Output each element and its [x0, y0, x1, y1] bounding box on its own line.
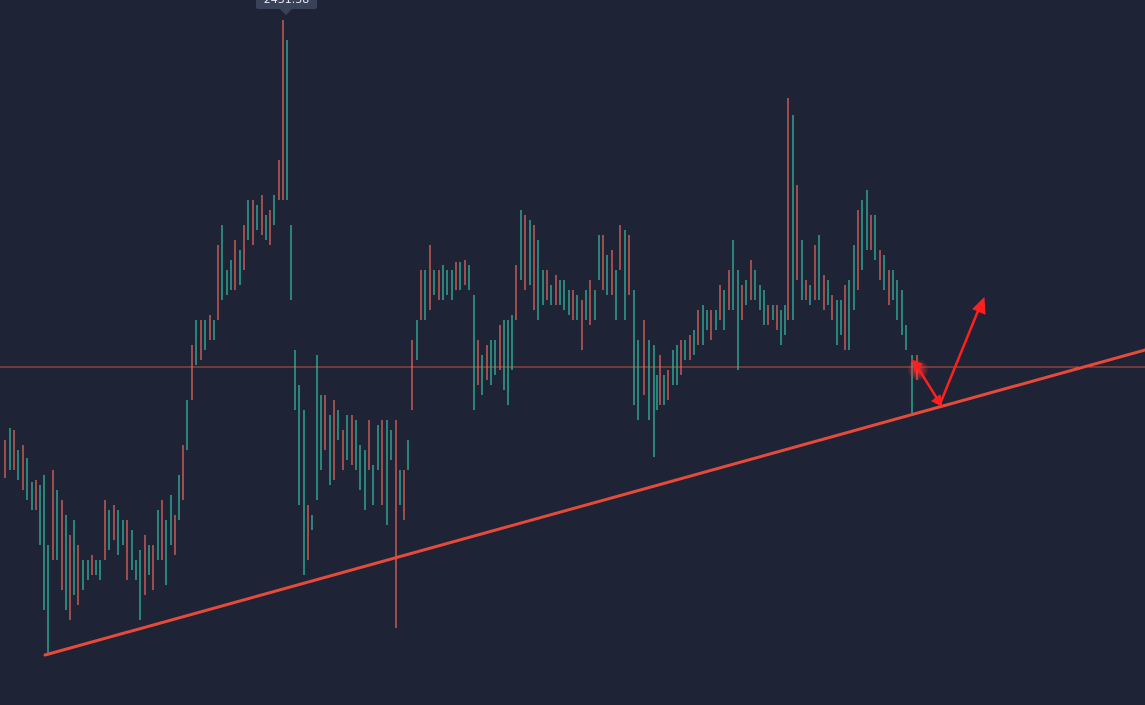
- price-label-pointer: [280, 9, 292, 15]
- trend-line: [43, 348, 1145, 657]
- price-label-text: 2431.38: [264, 0, 310, 6]
- candle-wicks-down: [4, 20, 918, 628]
- candle-wicks-up: [9, 40, 913, 655]
- price-label: 2431.38: [256, 0, 317, 15]
- projection-arrows: [911, 296, 986, 407]
- price-label-box: [256, 0, 317, 9]
